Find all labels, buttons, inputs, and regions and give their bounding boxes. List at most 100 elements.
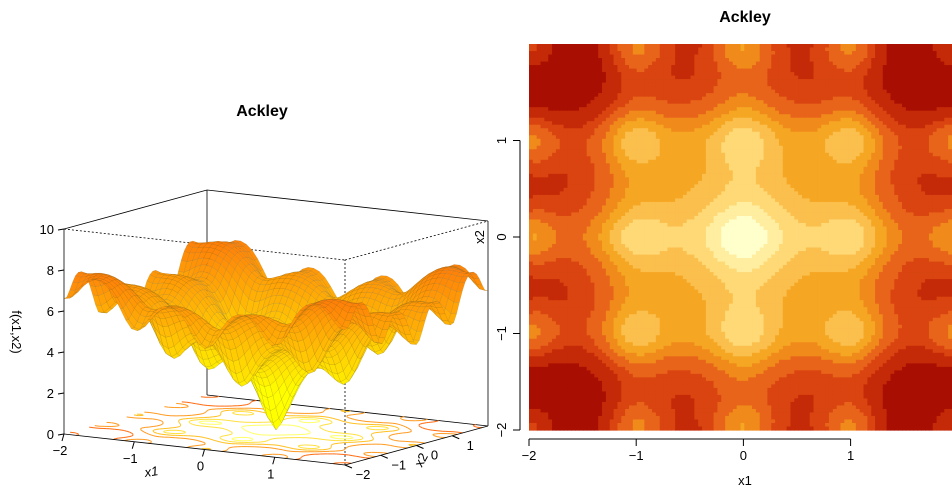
heatmap-cell — [575, 90, 579, 94]
heatmap-cell — [552, 163, 556, 167]
heatmap-cell — [537, 321, 541, 325]
heatmap-cell — [560, 374, 564, 378]
heatmap-cell — [564, 367, 568, 371]
heatmap-cell — [560, 314, 564, 318]
heatmap-cell — [541, 156, 545, 160]
heatmap-cell — [544, 297, 548, 301]
heatmap-cell — [564, 223, 568, 227]
x1-tick-label: −2 — [53, 443, 68, 458]
heatmap-cell — [529, 307, 533, 311]
contour-segment — [386, 425, 391, 426]
heatmap-cell — [552, 76, 556, 80]
heatmap-cell — [556, 230, 560, 234]
heatmap-cell — [548, 156, 552, 160]
heatmap-cell — [552, 265, 556, 269]
heatmap-cell — [571, 216, 575, 220]
heatmap-cell — [552, 360, 556, 364]
heatmap-cell — [571, 262, 575, 266]
heatmap-cell — [575, 342, 579, 346]
heatmap-cell — [567, 233, 571, 237]
heatmap-cell — [552, 72, 556, 76]
heatmap-cell — [567, 244, 571, 248]
heatmap-cell — [564, 304, 568, 308]
heatmap-cell — [556, 167, 560, 171]
heatmap-cell — [567, 276, 571, 280]
heatmap-cell — [544, 184, 548, 188]
heatmap-cell — [560, 230, 564, 234]
heatmap-cell — [544, 233, 548, 237]
heatmap-cell — [560, 370, 564, 374]
contour-segment — [149, 413, 154, 414]
heatmap-cell — [529, 262, 533, 266]
heatmap-cell — [537, 132, 541, 136]
contour-segment — [352, 414, 356, 415]
heatmap-cell — [567, 223, 571, 227]
contour-segment — [362, 421, 366, 422]
heatmap-cell — [541, 184, 545, 188]
heatmap-cell — [552, 332, 556, 336]
heatmap-cell — [541, 170, 545, 174]
contour-segment — [233, 413, 235, 414]
heatmap-cell — [567, 258, 571, 262]
contour-segment — [162, 422, 163, 423]
heatmap-cell — [548, 395, 552, 399]
heatmap-cell — [544, 153, 548, 157]
heatmap-cell — [560, 241, 564, 245]
heatmap-cell — [537, 370, 541, 374]
heatmap-cell — [560, 272, 564, 276]
contour-segment — [189, 421, 191, 422]
heatmap-cell — [560, 48, 564, 52]
heatmap-cell — [541, 237, 545, 241]
contour-segment — [179, 426, 180, 427]
heatmap-cell — [529, 279, 533, 283]
heatmap-cell — [544, 146, 548, 150]
heatmap-cell — [537, 423, 541, 427]
heatmap-cell — [529, 104, 533, 108]
contour-segment — [255, 434, 258, 435]
heatmap-cell — [548, 72, 552, 76]
heatmap-cell — [529, 226, 533, 230]
heatmap-cell — [556, 188, 560, 192]
heatmap-cell — [529, 51, 533, 55]
heatmap-cell — [567, 402, 571, 406]
heatmap-cell — [548, 293, 552, 297]
heatmap-cell — [533, 86, 537, 90]
heatmap-cell — [564, 286, 568, 290]
heatmap-cell — [541, 233, 545, 237]
heatmap-cell — [552, 202, 556, 206]
contour-segment — [362, 437, 363, 438]
heatmap-cell — [529, 188, 533, 192]
heatmap-cell — [541, 118, 545, 122]
heatmap-cell — [529, 251, 533, 255]
heatmap-cell — [544, 212, 548, 216]
contour-segment — [375, 432, 379, 433]
contour-segment — [341, 410, 345, 411]
contour-segment — [396, 430, 398, 431]
z-tick-label: 4 — [47, 345, 54, 360]
heatmap-cell — [567, 226, 571, 230]
heatmap-cell — [552, 276, 556, 280]
heatmap-cell — [544, 216, 548, 220]
z-tick-label: 0 — [47, 427, 54, 442]
heatmap-cell — [533, 153, 537, 157]
heatmap-cell — [567, 293, 571, 297]
heatmap-cell — [541, 293, 545, 297]
heatmap-cell — [537, 307, 541, 311]
heatmap-cell — [571, 181, 575, 185]
heatmap-cell — [537, 248, 541, 252]
heatmap-cell — [537, 223, 541, 227]
heatmap-cell — [575, 311, 579, 315]
heatmap-cell — [537, 339, 541, 343]
heatmap-cell — [556, 51, 560, 55]
heatmap-cell — [541, 58, 545, 62]
heatmap-cell — [544, 384, 548, 388]
contour-segment — [204, 426, 209, 427]
heatmap-cell — [564, 90, 568, 94]
heatmap-cell — [567, 353, 571, 357]
heatmap-cell — [537, 177, 541, 181]
heatmap-cell — [571, 48, 575, 52]
heatmap-cell — [567, 416, 571, 420]
heatmap-cell — [564, 86, 568, 90]
heatmap-cell — [529, 258, 533, 262]
heatmap-cell — [567, 100, 571, 104]
